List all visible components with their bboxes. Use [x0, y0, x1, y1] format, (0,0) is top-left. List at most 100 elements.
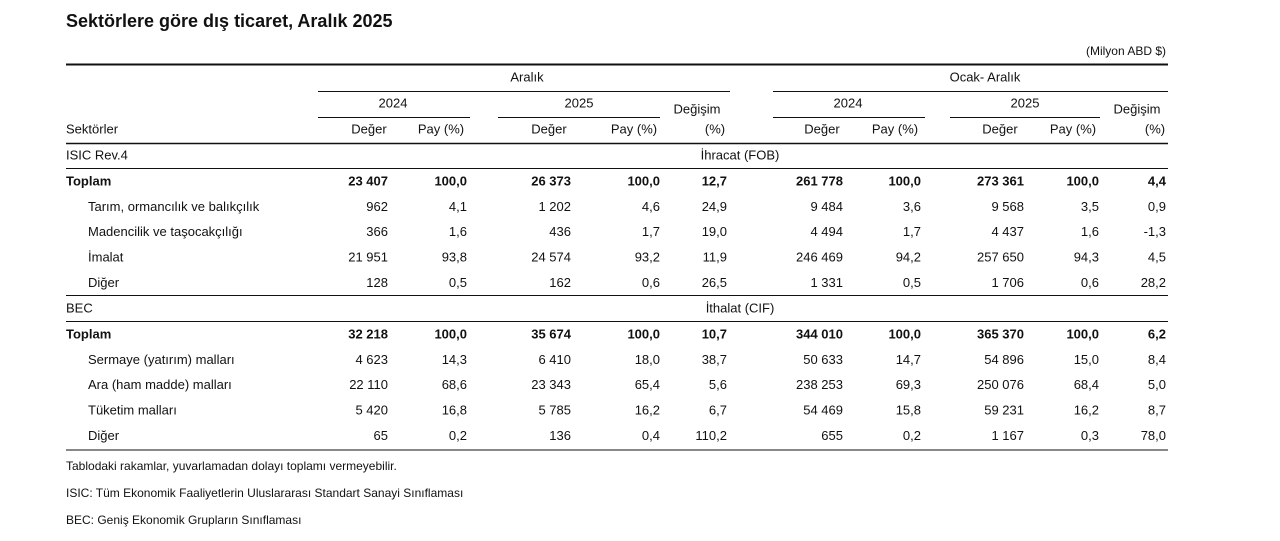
cell: 4 623 — [355, 352, 388, 367]
cell: 69,3 — [896, 377, 921, 392]
change-header: Değişim — [1114, 101, 1161, 116]
cell: 21 951 — [348, 250, 388, 265]
cell: 15,0 — [1074, 352, 1099, 367]
cell: 162 — [549, 275, 571, 290]
flow: İhracat (FOB) — [701, 147, 780, 162]
cell: 0,6 — [642, 275, 660, 290]
row-label: Diğer — [88, 275, 120, 290]
cell: 6,2 — [1148, 326, 1166, 341]
cell: 94,3 — [1074, 250, 1099, 265]
cell: 261 778 — [796, 173, 843, 188]
cell: 28,2 — [1141, 275, 1166, 290]
cell: 0,3 — [1081, 428, 1099, 443]
cell: 23 343 — [531, 377, 571, 392]
classification: ISIC Rev.4 — [66, 147, 128, 162]
cell: 54 896 — [984, 352, 1024, 367]
cell: 6,7 — [709, 403, 727, 418]
flow: İthalat (CIF) — [706, 300, 775, 315]
cell: 94,2 — [896, 250, 921, 265]
cell: 6 410 — [538, 352, 571, 367]
cell: 9 568 — [991, 199, 1024, 214]
row-label: Toplam — [66, 173, 111, 188]
cell: 0,5 — [903, 275, 921, 290]
column-header: Pay (%) — [418, 121, 464, 136]
cell: 5,6 — [709, 377, 727, 392]
cell: 100,0 — [434, 173, 467, 188]
year-header: 2025 — [565, 95, 594, 110]
note: ISIC: Tüm Ekonomik Faaliyetlerin Uluslar… — [66, 486, 463, 500]
cell: 100,0 — [1066, 173, 1099, 188]
cell: 5 420 — [355, 403, 388, 418]
cell: 128 — [366, 275, 388, 290]
row-label: Sermaye (yatırım) malları — [88, 352, 235, 367]
cell: 24 574 — [531, 250, 571, 265]
cell: 16,2 — [1074, 403, 1099, 418]
row-label: Toplam — [66, 326, 111, 341]
cell: 238 253 — [796, 377, 843, 392]
cell: 68,6 — [442, 377, 467, 392]
cell: 136 — [549, 428, 571, 443]
classification: BEC — [66, 300, 93, 315]
cell: 12,7 — [702, 173, 727, 188]
cell: 0,2 — [903, 428, 921, 443]
cell: 38,7 — [702, 352, 727, 367]
year-header: 2024 — [834, 95, 863, 110]
cell: 273 361 — [977, 173, 1024, 188]
cell: 1,7 — [903, 224, 921, 239]
change-header: Değişim — [674, 101, 721, 116]
note: BEC: Geniş Ekonomik Grupların Sınıflamas… — [66, 513, 301, 527]
cell: 1 202 — [538, 199, 571, 214]
cell: -1,3 — [1144, 224, 1166, 239]
cell: 1,6 — [449, 224, 467, 239]
cell: 10,7 — [702, 326, 727, 341]
cell: 246 469 — [796, 250, 843, 265]
cell: 4,4 — [1148, 173, 1167, 188]
unit: (Milyon ABD $) — [1086, 44, 1166, 58]
cell: 100,0 — [627, 173, 660, 188]
cell: 16,2 — [635, 403, 660, 418]
column-header: Pay (%) — [1050, 121, 1096, 136]
title: Sektörlere göre dış ticaret, Aralık 2025 — [66, 11, 393, 31]
column-header: (%) — [705, 121, 725, 136]
row-label: Madencilik ve taşocakçılığı — [88, 224, 243, 239]
column-header: Değer — [531, 121, 567, 136]
row-label: Tüketim malları — [88, 403, 177, 418]
column-header: Değer — [982, 121, 1018, 136]
cell: 250 076 — [977, 377, 1024, 392]
cell: 18,0 — [635, 352, 660, 367]
cell: 100,0 — [1066, 326, 1099, 341]
row-label: Ara (ham madde) malları — [88, 377, 232, 392]
cell: 11,9 — [703, 250, 727, 265]
cell: 26,5 — [702, 275, 727, 290]
cell: 14,7 — [896, 352, 921, 367]
cell: 5,0 — [1148, 377, 1166, 392]
cell: 15,8 — [896, 403, 921, 418]
cell: 0,6 — [1081, 275, 1099, 290]
cell: 100,0 — [627, 326, 660, 341]
cell: 65,4 — [635, 377, 660, 392]
year-header: 2025 — [1011, 95, 1040, 110]
cell: 22 110 — [349, 377, 388, 392]
cell: 0,2 — [449, 428, 467, 443]
cell: 1,7 — [642, 224, 660, 239]
column-header: Pay (%) — [611, 121, 657, 136]
column-header: Değer — [804, 121, 840, 136]
row-label: Diğer — [88, 428, 120, 443]
column-header: Değer — [351, 121, 387, 136]
cell: 4 494 — [810, 224, 843, 239]
cell: 0,9 — [1148, 199, 1166, 214]
cell: 436 — [549, 224, 571, 239]
note: Tablodaki rakamlar, yuvarlamadan dolayı … — [66, 459, 397, 473]
cell: 14,3 — [442, 352, 467, 367]
column-header: (%) — [1145, 121, 1165, 136]
cell: 78,0 — [1141, 428, 1166, 443]
cell: 23 407 — [348, 173, 388, 188]
cell: 93,2 — [635, 250, 660, 265]
cell: 68,4 — [1074, 377, 1099, 392]
cell: 1 706 — [991, 275, 1024, 290]
cell: 1,6 — [1081, 224, 1099, 239]
cell: 0,4 — [642, 428, 660, 443]
cell: 19,0 — [702, 224, 727, 239]
